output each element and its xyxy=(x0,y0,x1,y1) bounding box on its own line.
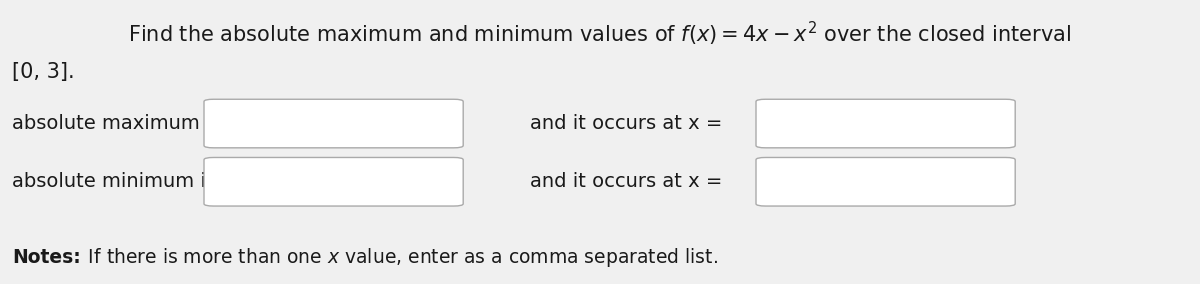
FancyBboxPatch shape xyxy=(204,157,463,206)
Text: and it occurs at x =: and it occurs at x = xyxy=(530,172,722,191)
Text: absolute maximum is: absolute maximum is xyxy=(12,114,222,133)
Text: If there is more than one $x$ value, enter as a comma separated list.: If there is more than one $x$ value, ent… xyxy=(82,246,718,268)
Text: and it occurs at x =: and it occurs at x = xyxy=(530,114,722,133)
FancyBboxPatch shape xyxy=(204,99,463,148)
FancyBboxPatch shape xyxy=(756,157,1015,206)
FancyBboxPatch shape xyxy=(756,99,1015,148)
Text: Find the absolute maximum and minimum values of $f(x) = 4x - x^2$ over the close: Find the absolute maximum and minimum va… xyxy=(128,20,1072,48)
Text: Notes:: Notes: xyxy=(12,248,80,266)
Text: absolute minimum is: absolute minimum is xyxy=(12,172,216,191)
Text: [0, 3].: [0, 3]. xyxy=(12,62,74,82)
